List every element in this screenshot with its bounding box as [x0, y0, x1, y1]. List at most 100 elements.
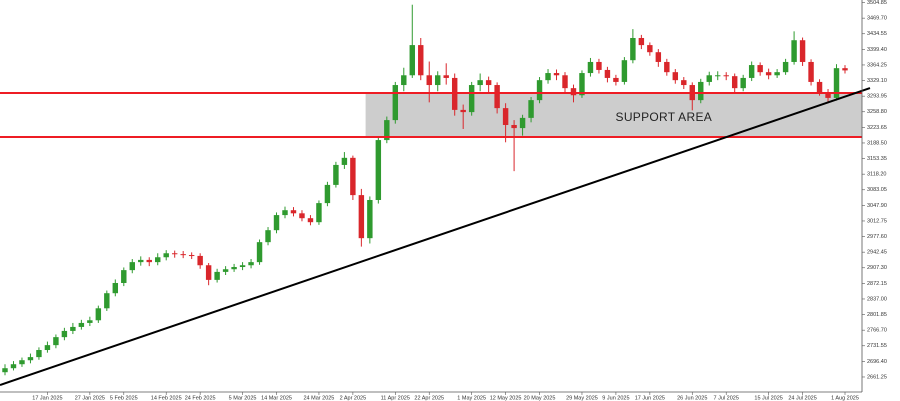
x-tick-label: 20 May 2025: [524, 395, 556, 401]
candle-body: [731, 76, 738, 89]
candle-body: [53, 337, 59, 346]
candle-body: [740, 77, 746, 89]
candle-body: [460, 109, 466, 113]
candle-body: [418, 45, 424, 76]
x-tick-label: 14 Mar 2025: [261, 395, 292, 401]
x-tick-label: 5 Mar 2025: [229, 395, 257, 401]
candle-body: [358, 195, 365, 239]
candle-body: [171, 253, 178, 255]
candle-body: [316, 203, 322, 223]
candle-body: [791, 40, 797, 62]
candle-body: [468, 85, 475, 113]
y-tick-label: 2977.60: [867, 234, 887, 240]
candle-body: [375, 140, 382, 200]
y-tick-label: 3329.10: [867, 78, 887, 84]
y-tick-label: 3469.70: [867, 16, 887, 22]
candle-body: [596, 61, 602, 70]
y-tick-label: 2942.45: [867, 250, 887, 256]
candle-body: [70, 326, 76, 331]
y-tick-label: 3434.55: [867, 31, 887, 37]
candle-body: [562, 75, 568, 89]
overlay: SUPPORT AREA: [0, 87, 871, 386]
y-tick-label: 2907.30: [867, 265, 887, 271]
y-tick-label: 2766.70: [867, 328, 887, 334]
candle-body: [757, 65, 763, 73]
candle-body: [256, 242, 263, 263]
candle-body: [545, 73, 551, 81]
candle-body: [248, 262, 254, 266]
candle-body: [825, 92, 831, 98]
candle-body: [570, 88, 577, 96]
candle-body: [774, 72, 780, 76]
candle-body: [409, 45, 415, 76]
y-tick-label: 3012.75: [867, 218, 887, 224]
candle-body: [655, 52, 662, 62]
y-tick-label: 3118.20: [867, 172, 886, 178]
candle-body: [392, 85, 399, 121]
y-tick-label: 2696.40: [867, 359, 887, 365]
candle-body: [180, 254, 186, 256]
candle-body: [723, 75, 729, 77]
candle-body: [231, 267, 237, 270]
candle-body: [587, 61, 594, 74]
y-tick-label: 3153.35: [867, 156, 887, 162]
candle-body: [273, 215, 280, 231]
x-tick-label: 9 Jun 2025: [602, 395, 629, 401]
y-tick-label: 2872.15: [867, 281, 887, 287]
candle-body: [808, 61, 814, 82]
candle-body: [426, 75, 432, 86]
candle-body: [494, 85, 500, 109]
candle-body: [367, 199, 373, 239]
y-tick-label: 3258.80: [867, 109, 887, 115]
candle-body: [477, 80, 483, 86]
candle-body: [36, 350, 42, 358]
trendline: [0, 87, 871, 386]
candle-body: [511, 124, 517, 129]
y-tick-label: 3293.95: [867, 94, 887, 100]
candle-body: [502, 108, 509, 125]
candles: [2, 4, 848, 376]
x-tick-label: 12 May 2025: [490, 395, 522, 401]
candle-body: [104, 293, 110, 309]
candle-body: [613, 77, 619, 82]
x-tick-label: 17 Jan 2025: [32, 395, 62, 401]
candle-body: [324, 184, 331, 204]
candle-body: [842, 68, 848, 71]
candle-body: [307, 218, 314, 223]
y-tick-label: 3188.50: [867, 140, 887, 146]
x-tick-label: 1 Aug 2025: [831, 395, 859, 401]
support-area-label: SUPPORT AREA: [616, 110, 713, 124]
candle-body: [647, 45, 653, 53]
candle-body: [44, 345, 51, 351]
y-tick-label: 3399.40: [867, 47, 887, 53]
candle-body: [799, 40, 806, 62]
candle-body: [630, 37, 636, 61]
y-tick-label: 3364.25: [867, 62, 887, 68]
y-tick-label: 2837.00: [867, 296, 887, 302]
candle-body: [816, 81, 823, 93]
candle-body: [265, 230, 271, 243]
x-tick-label: 22 Apr 2025: [414, 395, 444, 401]
y-tick-label: 3223.65: [867, 125, 887, 131]
x-tick-label: 7 Jul 2025: [714, 395, 739, 401]
x-tick-label: 27 Jan 2025: [75, 395, 105, 401]
x-tick-label: 11 Apr 2025: [381, 395, 410, 401]
x-tick-label: 24 Mar 2025: [303, 395, 334, 401]
x-tick-label: 24 Jul 2025: [788, 395, 816, 401]
candle-body: [621, 60, 628, 82]
candle-body: [61, 330, 68, 338]
candle-body: [782, 61, 789, 73]
y-tick-label: 2801.85: [867, 312, 887, 318]
y-tick-label: 3504.85: [867, 0, 887, 6]
candle-body: [87, 320, 93, 323]
candle-body: [290, 210, 297, 214]
candle-body: [155, 257, 161, 263]
candle-body: [146, 259, 152, 263]
candle-body: [121, 270, 127, 283]
candle-body: [239, 265, 246, 268]
candle-body: [163, 253, 169, 258]
candle-body: [401, 75, 407, 86]
candle-body: [282, 210, 288, 216]
